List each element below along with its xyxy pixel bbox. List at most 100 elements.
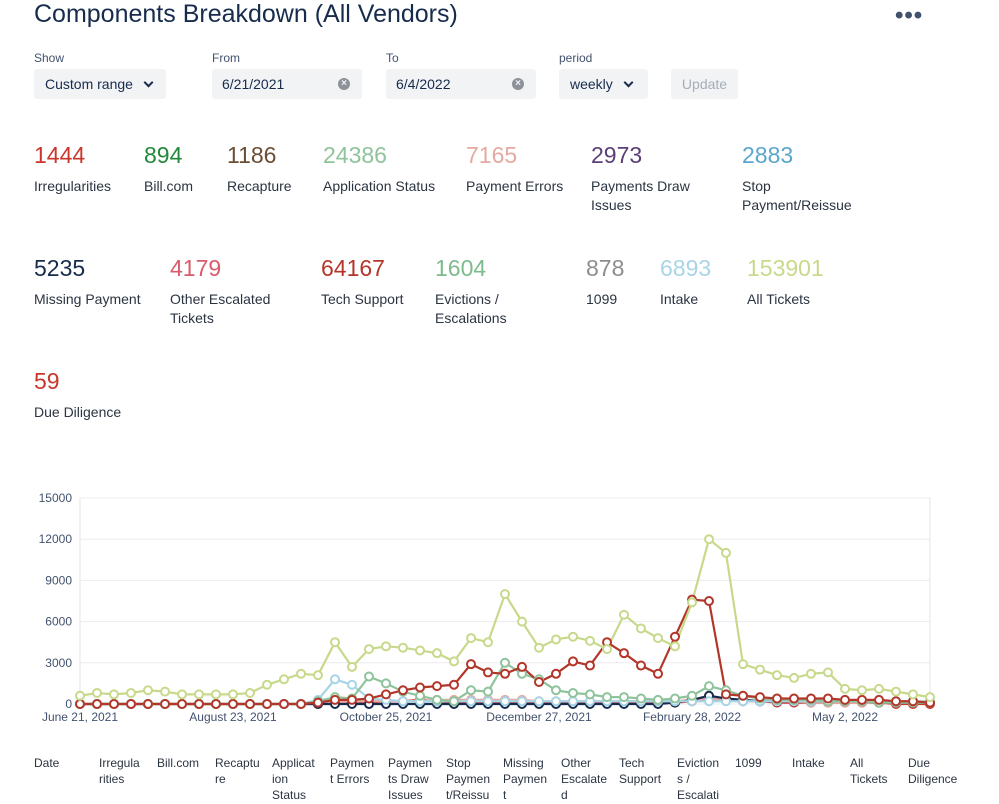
data-point xyxy=(143,699,153,709)
data-point xyxy=(160,699,170,709)
column-header[interactable]: Stop Paymen t/Reissu xyxy=(446,756,491,802)
data-point xyxy=(670,696,680,707)
stat-label: Stop Payment/Reissue xyxy=(742,178,852,213)
data-point xyxy=(534,696,544,707)
data-point xyxy=(143,699,153,709)
data-point xyxy=(296,699,306,709)
column-header[interactable]: Applicat ion Status xyxy=(272,756,315,802)
column-header[interactable]: Paymen t Errors xyxy=(330,756,375,786)
data-point xyxy=(313,670,323,681)
data-point xyxy=(194,699,204,709)
period-dropdown[interactable]: weekly xyxy=(559,69,648,99)
column-header[interactable]: Date xyxy=(34,756,60,770)
data-point xyxy=(840,696,850,707)
data-point xyxy=(75,699,85,709)
data-point xyxy=(517,696,527,707)
data-point xyxy=(347,679,357,690)
data-point xyxy=(296,699,306,709)
data-point xyxy=(534,697,544,708)
stat-value: 153901 xyxy=(747,255,824,281)
data-point xyxy=(874,697,884,708)
data-point xyxy=(143,699,153,709)
data-point xyxy=(653,697,663,708)
clear-icon[interactable]: × xyxy=(338,78,350,90)
more-options-icon[interactable]: ••• xyxy=(895,2,924,29)
column-header[interactable]: 1099 xyxy=(735,756,762,770)
data-point xyxy=(687,696,697,707)
x-tick-label: June 21, 2021 xyxy=(42,710,118,724)
data-point xyxy=(568,696,578,707)
data-point xyxy=(636,696,646,707)
clear-icon[interactable]: × xyxy=(512,78,524,90)
from-date-input[interactable]: 6/21/2021 × xyxy=(212,69,362,99)
stat-value: 878 xyxy=(586,255,625,281)
stat-card: 2883 Stop Payment/Reissue xyxy=(742,141,852,215)
stat-card: 5235 Missing Payment xyxy=(34,254,141,309)
data-point xyxy=(75,699,85,709)
data-point xyxy=(653,694,663,705)
column-header[interactable]: All Tickets xyxy=(850,756,888,786)
column-header[interactable]: Due Diligence xyxy=(908,756,958,786)
data-point xyxy=(670,631,680,642)
data-point xyxy=(636,696,646,707)
data-point xyxy=(228,689,238,700)
data-point xyxy=(92,688,102,699)
data-point xyxy=(279,699,289,709)
data-point xyxy=(415,645,425,656)
data-point xyxy=(330,697,340,708)
data-point xyxy=(313,699,323,709)
data-point xyxy=(279,699,289,709)
column-header[interactable]: Recaptu re xyxy=(215,756,260,786)
data-point xyxy=(500,668,510,679)
data-point xyxy=(687,597,697,608)
data-point xyxy=(568,688,578,699)
to-date-input[interactable]: 6/4/2022 × xyxy=(386,69,536,99)
data-point xyxy=(109,699,119,709)
show-dropdown[interactable]: Custom range xyxy=(34,69,166,99)
data-point xyxy=(432,696,442,707)
data-point xyxy=(517,668,527,679)
data-point xyxy=(75,699,85,709)
column-header[interactable]: Paymen ts Draw Issues xyxy=(388,756,433,802)
data-point xyxy=(823,696,833,707)
data-point xyxy=(483,637,493,648)
data-point xyxy=(177,699,187,709)
data-point xyxy=(806,693,816,704)
data-point xyxy=(177,699,187,709)
column-header[interactable]: Intake xyxy=(792,756,825,770)
data-point xyxy=(789,672,799,683)
data-point xyxy=(109,699,119,709)
series-line xyxy=(80,698,930,706)
data-point xyxy=(772,694,782,705)
data-point xyxy=(228,699,238,709)
stat-value: 1604 xyxy=(435,255,487,281)
data-point xyxy=(398,642,408,653)
data-point xyxy=(296,699,306,709)
column-header[interactable]: Bill.com xyxy=(157,756,200,770)
column-header[interactable]: Other Escalate d xyxy=(561,756,608,802)
column-header[interactable]: Eviction s / Escalati xyxy=(677,756,720,802)
data-point xyxy=(177,699,187,709)
data-point xyxy=(177,689,187,700)
data-point xyxy=(517,699,527,709)
data-point xyxy=(772,693,782,704)
stat-card: 1604 Evictions / Escalations xyxy=(435,254,507,328)
data-point xyxy=(228,699,238,709)
data-point xyxy=(500,697,510,708)
column-header[interactable]: Tech Support xyxy=(619,756,662,786)
data-point xyxy=(602,696,612,707)
data-point xyxy=(228,699,238,709)
data-point xyxy=(245,699,255,709)
data-point xyxy=(670,696,680,707)
data-point xyxy=(585,660,595,671)
data-point xyxy=(75,699,85,709)
data-point xyxy=(568,656,578,667)
column-header[interactable]: Irregula rities xyxy=(99,756,140,786)
update-button[interactable]: Update xyxy=(671,69,738,99)
column-header[interactable]: Missing Paymen t xyxy=(503,756,548,802)
data-point xyxy=(364,693,374,704)
stat-label: Tech Support xyxy=(321,291,404,307)
data-point xyxy=(92,699,102,709)
data-point xyxy=(789,696,799,707)
stat-label: Recapture xyxy=(227,178,292,194)
